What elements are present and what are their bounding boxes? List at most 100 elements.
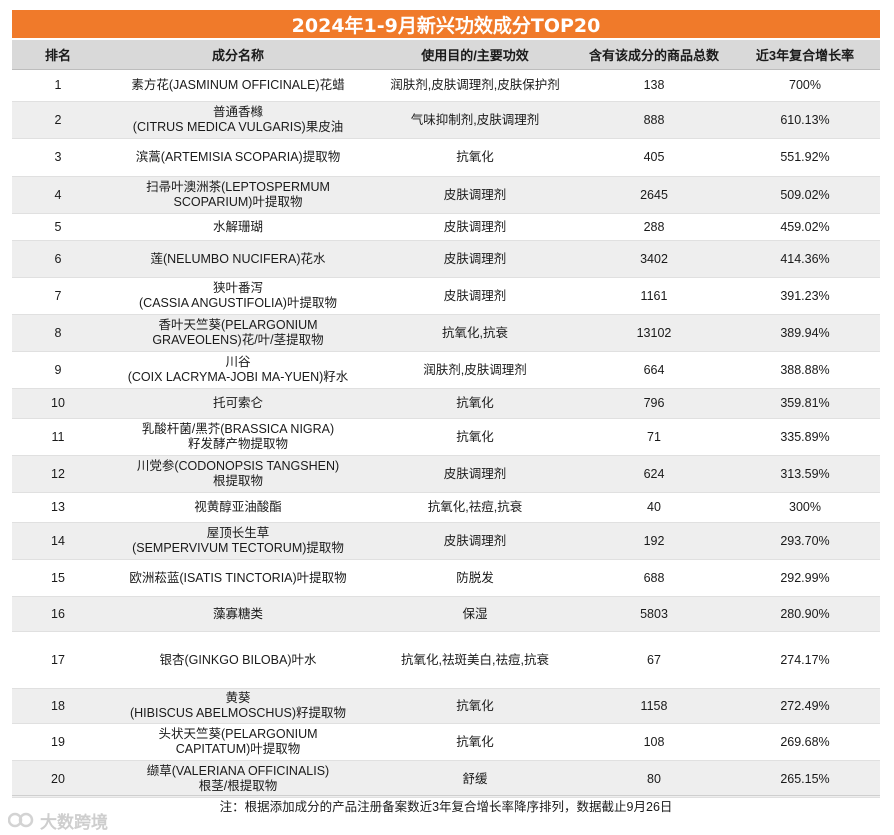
ingredient-name-line: CAPITATUM)叶提取物 <box>175 742 301 756</box>
ingredient-name-cell: 滨蒿(ARTEMISIA SCOPARIA)提取物 <box>104 138 372 177</box>
ingredient-name-cell: 香叶天竺葵(PELARGONIUM GRAVEOLENS)花/叶/茎提取物 <box>104 314 372 352</box>
ingredient-name-cell: 素方花(JASMINUM OFFICINALE)花蜡 <box>104 69 372 102</box>
ingredient-name-line: 莲(NELUMBO NUCIFERA)花水 <box>150 251 326 266</box>
ingredient-name-line: 黄葵 <box>225 691 251 705</box>
rank-cell: 17 <box>12 631 104 689</box>
ingredient-name-line: 川党参(CODONOPSIS TANGSHEN) <box>136 459 340 473</box>
ingredient-name-line: (CASSIA ANGUSTIFOLIA)叶提取物 <box>139 296 337 310</box>
ingredient-name-line: (CITRUS MEDICA VULGARIS)果皮油 <box>132 120 344 134</box>
ingredient-name-cell: 扫帚叶澳洲茶(LEPTOSPERMUM SCOPARIUM)叶提取物 <box>104 176 372 214</box>
table-row: 8 香叶天竺葵(PELARGONIUM GRAVEOLENS)花/叶/茎提取物 抗氧化… <box>12 314 880 352</box>
growth-rate-cell: 700% <box>730 69 880 102</box>
purpose-cell: 抗氧化 <box>372 723 578 761</box>
ingredient-name-cell: 川党参(CODONOPSIS TANGSHEN) 根提取物 <box>104 455 372 493</box>
ingredient-name-line: 头状天竺葵(PELARGONIUM <box>158 727 318 741</box>
rank-cell: 11 <box>12 418 104 456</box>
purpose-cell: 皮肤调理剂 <box>372 213 578 241</box>
product-count-cell: 664 <box>578 351 730 389</box>
ingredient-name-line: (SEMPERVIVUM TECTORUM)提取物 <box>132 541 344 555</box>
growth-rate-cell: 509.02% <box>730 176 880 214</box>
rank-cell: 3 <box>12 138 104 177</box>
product-count-cell: 796 <box>578 388 730 419</box>
rank-cell: 19 <box>12 723 104 761</box>
purpose-cell: 抗氧化,祛痘,抗衰 <box>372 492 578 523</box>
product-count-cell: 71 <box>578 418 730 456</box>
purpose-cell: 润肤剂,皮肤调理剂,皮肤保护剂 <box>372 69 578 102</box>
ingredient-name-line: 乳酸杆菌/黑芥(BRASSICA NIGRA) <box>141 422 335 436</box>
ingredient-name-line: 扫帚叶澳洲茶(LEPTOSPERMUM <box>146 180 330 194</box>
watermark: 大数跨境 <box>8 808 108 832</box>
ingredient-name-line: 狭叶番泻 <box>212 281 263 295</box>
table-row: 19 头状天竺葵(PELARGONIUM CAPITATUM)叶提取物 抗氧化 108 2… <box>12 723 880 761</box>
ingredient-name-line: (HIBISCUS ABELMOSCHUS)籽提取物 <box>129 706 346 720</box>
purpose-cell: 皮肤调理剂 <box>372 277 578 315</box>
purpose-cell: 皮肤调理剂 <box>372 176 578 214</box>
rank-cell: 13 <box>12 492 104 523</box>
purpose-cell: 皮肤调理剂 <box>372 455 578 493</box>
product-count-cell: 40 <box>578 492 730 523</box>
watermark-text: 大数跨境 <box>40 812 108 832</box>
ingredient-name-line: 银杏(GINKGO BILOBA)叶水 <box>159 652 317 667</box>
product-count-cell: 13102 <box>578 314 730 352</box>
rank-cell: 6 <box>12 240 104 278</box>
ingredient-name-cell: 狭叶番泻 (CASSIA ANGUSTIFOLIA)叶提取物 <box>104 277 372 315</box>
rank-cell: 20 <box>12 760 104 798</box>
rank-cell: 1 <box>12 69 104 102</box>
growth-rate-cell: 391.23% <box>730 277 880 315</box>
product-count-cell: 3402 <box>578 240 730 278</box>
product-count-cell: 288 <box>578 213 730 241</box>
ingredient-name-cell: 黄葵 (HIBISCUS ABELMOSCHUS)籽提取物 <box>104 688 372 724</box>
purpose-cell: 抗氧化 <box>372 138 578 177</box>
table-row: 13 视黄醇亚油酸酯 抗氧化,祛痘,抗衰 40 300% <box>12 492 880 523</box>
purpose-cell: 舒缓 <box>372 760 578 798</box>
ingredient-name-line: 根茎/根提取物 <box>198 779 278 793</box>
ingredient-name-cell: 银杏(GINKGO BILOBA)叶水 <box>104 631 372 689</box>
product-count-cell: 2645 <box>578 176 730 214</box>
ingredient-name-cell: 水解珊瑚 <box>104 213 372 241</box>
growth-rate-cell: 414.36% <box>730 240 880 278</box>
rank-cell: 18 <box>12 688 104 724</box>
header-growth-rate: 近3年复合增长率 <box>730 40 880 70</box>
table-row: 1 素方花(JASMINUM OFFICINALE)花蜡 润肤剂,皮肤调理剂,皮肤保… <box>12 69 880 102</box>
table-row: 7 狭叶番泻 (CASSIA ANGUSTIFOLIA)叶提取物 皮肤调理剂 1161 3… <box>12 277 880 315</box>
table-row: 20 缬草(VALERIANA OFFICINALIS) 根茎/根提取物 舒缓 80 26… <box>12 760 880 798</box>
rank-cell: 8 <box>12 314 104 352</box>
rank-cell: 15 <box>12 559 104 597</box>
table-row: 12 川党参(CODONOPSIS TANGSHEN) 根提取物 皮肤调理剂 624 31… <box>12 455 880 493</box>
ingredient-name-cell: 欧洲菘蓝(ISATIS TINCTORIA)叶提取物 <box>104 559 372 597</box>
growth-rate-cell: 359.81% <box>730 388 880 419</box>
purpose-cell: 润肤剂,皮肤调理剂 <box>372 351 578 389</box>
ingredient-name-line: 水解珊瑚 <box>212 219 263 234</box>
table-row: 5 水解珊瑚 皮肤调理剂 288 459.02% <box>12 213 880 241</box>
ingredient-name-line: 欧洲菘蓝(ISATIS TINCTORIA)叶提取物 <box>129 570 347 585</box>
table-row: 15 欧洲菘蓝(ISATIS TINCTORIA)叶提取物 防脱发 688 292.99… <box>12 559 880 597</box>
table-row: 2 普通香橼 (CITRUS MEDICA VULGARIS)果皮油 气味抑制剂,皮肤… <box>12 101 880 139</box>
rank-cell: 10 <box>12 388 104 419</box>
product-count-cell: 888 <box>578 101 730 139</box>
table-body: 1 素方花(JASMINUM OFFICINALE)花蜡 润肤剂,皮肤调理剂,皮肤保… <box>12 69 880 798</box>
growth-rate-cell: 300% <box>730 492 880 523</box>
purpose-cell: 抗氧化 <box>372 688 578 724</box>
product-count-cell: 67 <box>578 631 730 689</box>
growth-rate-cell: 388.88% <box>730 351 880 389</box>
table-row: 9 川谷 (COIX LACRYMA-JOBI MA-YUEN)籽水 润肤剂,皮肤调理… <box>12 351 880 389</box>
ingredient-table: 排名 成分名称 使用目的/主要功效 含有该成分的商品总数 近3年复合增长率 1 素… <box>12 40 880 798</box>
ingredient-name-cell: 缬草(VALERIANA OFFICINALIS) 根茎/根提取物 <box>104 760 372 798</box>
rank-cell: 2 <box>12 101 104 139</box>
ingredient-name-line: 籽发酵产物提取物 <box>187 437 288 451</box>
rank-cell: 16 <box>12 596 104 632</box>
table-row: 17 银杏(GINKGO BILOBA)叶水 抗氧化,祛斑美白,祛痘,抗衰 67 274… <box>12 631 880 689</box>
ingredient-name-cell: 乳酸杆菌/黑芥(BRASSICA NIGRA) 籽发酵产物提取物 <box>104 418 372 456</box>
ingredient-name-line: GRAVEOLENS)花/叶/茎提取物 <box>152 333 324 347</box>
brand-logo-icon <box>8 812 34 828</box>
table-row: 6 莲(NELUMBO NUCIFERA)花水 皮肤调理剂 3402 414.36% <box>12 240 880 278</box>
table-row: 10 托可索仑 抗氧化 796 359.81% <box>12 388 880 419</box>
rank-cell: 9 <box>12 351 104 389</box>
product-count-cell: 1158 <box>578 688 730 724</box>
ingredient-name-line: 缬草(VALERIANA OFFICINALIS) <box>146 764 330 778</box>
purpose-cell: 保湿 <box>372 596 578 632</box>
ingredient-name-line: (COIX LACRYMA-JOBI MA-YUEN)籽水 <box>127 370 349 384</box>
growth-rate-cell: 459.02% <box>730 213 880 241</box>
purpose-cell: 气味抑制剂,皮肤调理剂 <box>372 101 578 139</box>
rank-cell: 14 <box>12 522 104 560</box>
